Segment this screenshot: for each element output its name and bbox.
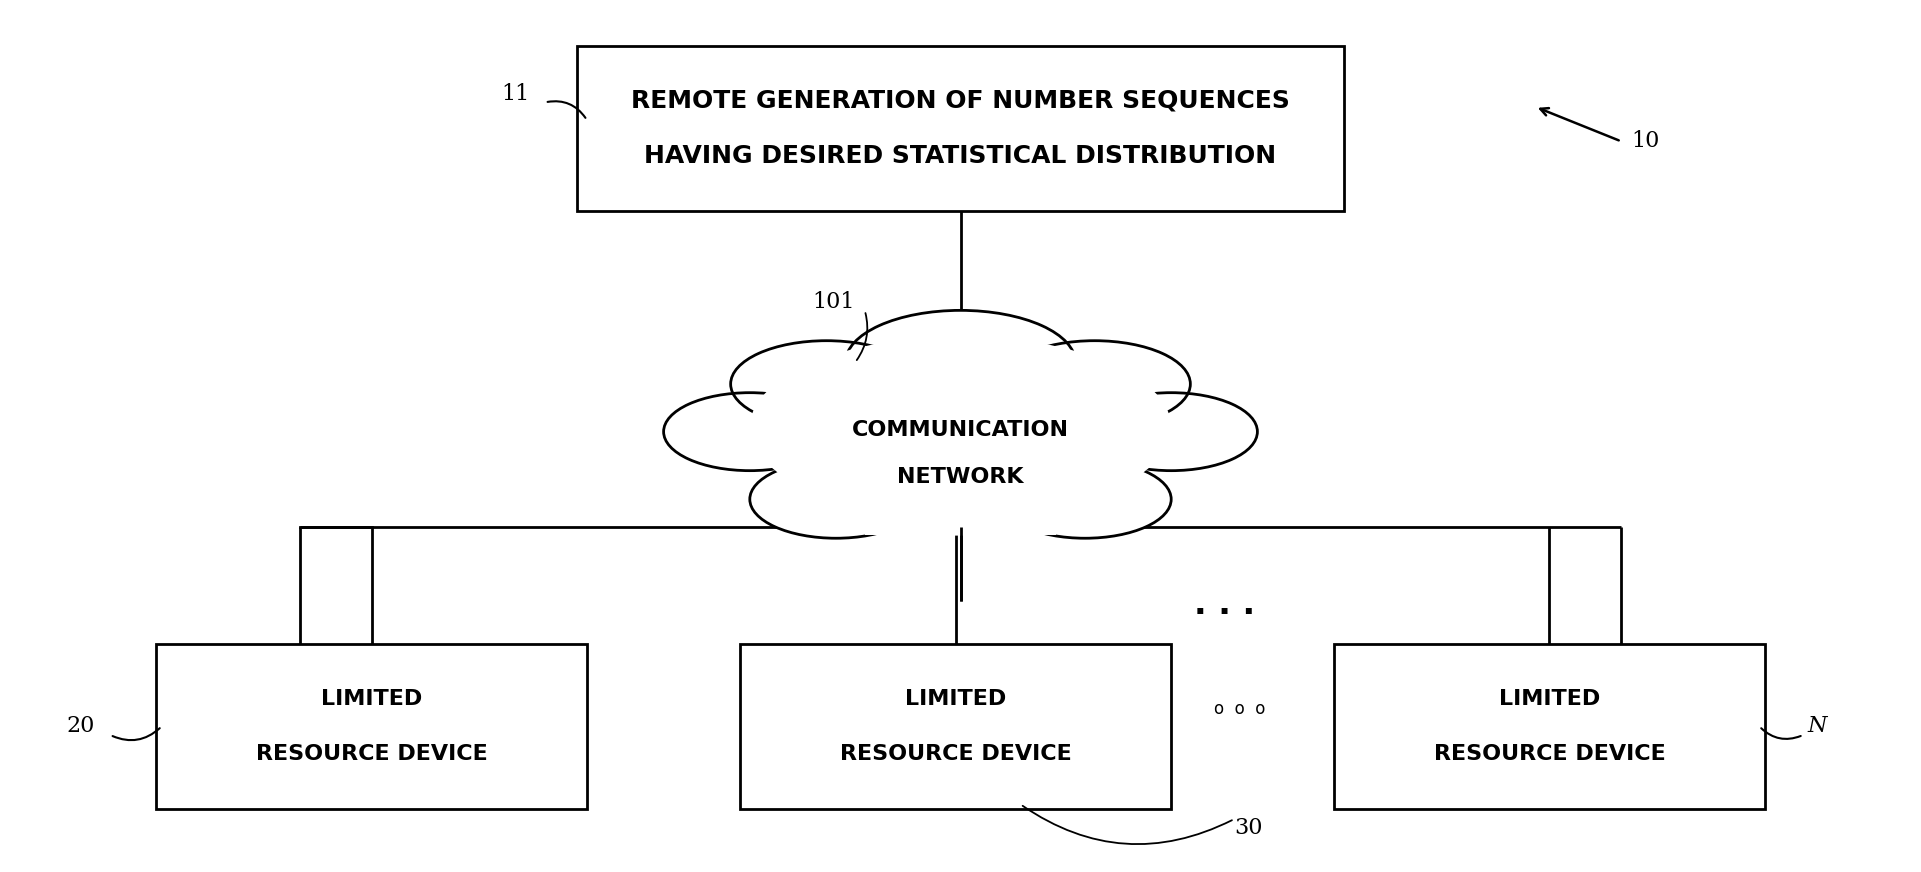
Text: REMOTE GENERATION OF NUMBER SEQUENCES: REMOTE GENERATION OF NUMBER SEQUENCES bbox=[632, 89, 1289, 112]
Text: 10: 10 bbox=[1631, 131, 1660, 153]
Text: RESOURCE DEVICE: RESOURCE DEVICE bbox=[1433, 744, 1666, 764]
Circle shape bbox=[999, 460, 1172, 538]
Text: 101: 101 bbox=[813, 290, 855, 313]
FancyBboxPatch shape bbox=[1333, 644, 1765, 808]
Text: RESOURCE DEVICE: RESOURCE DEVICE bbox=[255, 744, 488, 764]
FancyBboxPatch shape bbox=[578, 46, 1343, 211]
Text: 11: 11 bbox=[501, 83, 530, 105]
Circle shape bbox=[663, 392, 836, 471]
Text: LIMITED: LIMITED bbox=[321, 689, 423, 709]
Circle shape bbox=[1085, 392, 1258, 471]
Text: COMMUNICATION: COMMUNICATION bbox=[853, 420, 1068, 440]
Text: . . .: . . . bbox=[1195, 589, 1256, 622]
Text: 30: 30 bbox=[1235, 817, 1262, 839]
Circle shape bbox=[999, 341, 1191, 427]
Text: HAVING DESIRED STATISTICAL DISTRIBUTION: HAVING DESIRED STATISTICAL DISTRIBUTION bbox=[644, 144, 1277, 168]
Bar bbox=[864, 492, 1057, 535]
Circle shape bbox=[730, 341, 922, 427]
Text: RESOURCE DEVICE: RESOURCE DEVICE bbox=[839, 744, 1072, 764]
Circle shape bbox=[749, 460, 922, 538]
Text: NETWORK: NETWORK bbox=[897, 467, 1024, 487]
Ellipse shape bbox=[730, 345, 1191, 535]
Text: N: N bbox=[1808, 715, 1827, 737]
Circle shape bbox=[845, 310, 1076, 414]
FancyBboxPatch shape bbox=[156, 644, 588, 808]
Text: 20: 20 bbox=[67, 715, 94, 737]
Text: LIMITED: LIMITED bbox=[1498, 689, 1600, 709]
FancyBboxPatch shape bbox=[740, 644, 1172, 808]
Ellipse shape bbox=[749, 337, 1172, 518]
Text: o  o  o: o o o bbox=[1214, 700, 1266, 718]
Text: LIMITED: LIMITED bbox=[905, 689, 1007, 709]
